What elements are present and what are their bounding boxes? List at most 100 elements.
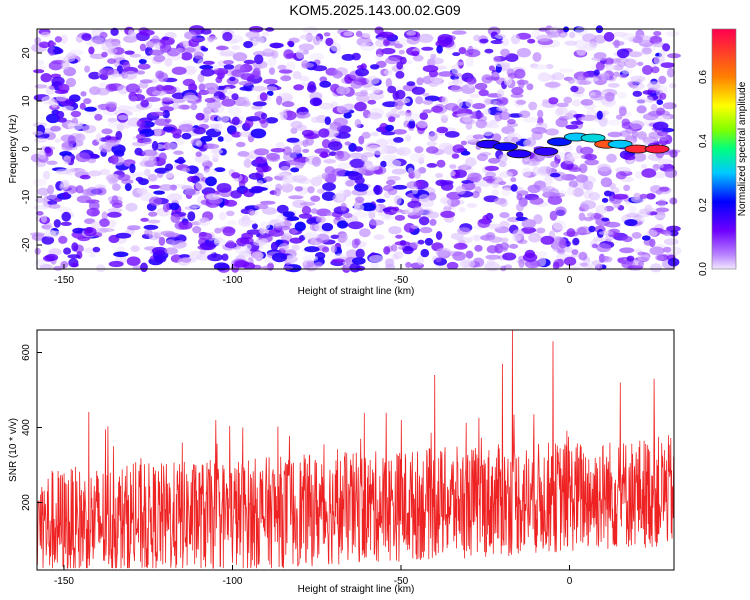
heatmap-noise-cell [437,33,453,44]
heatmap-noise-cell [600,72,610,81]
spectrogram-heatmap [30,25,682,273]
heatmap-noise-cell [151,35,160,45]
heatmap-noise-cell [140,217,149,222]
heatmap-noise-cell [367,144,380,151]
heatmap-noise-cell [47,230,64,238]
heatmap-noise-cell [603,190,612,197]
heatmap-noise-cell [211,154,220,160]
heatmap-noise-cell [655,254,665,261]
heatmap-noise-cell [499,212,510,219]
heatmap-noise-cell [251,185,264,192]
snr-series-line [37,330,674,569]
heatmap-noise-cell [623,58,637,69]
heatmap-noise-cell [665,31,680,37]
heatmap-noise-cell [278,69,293,74]
heatmap-signal-feature [580,133,606,143]
heatmap-noise-cell [656,99,664,105]
heatmap-noise-cell [428,57,444,65]
heatmap-noise-cell [67,135,76,145]
heatmap-noise-cell [588,192,601,201]
heatmap-noise-cell [455,185,466,195]
heatmap-noise-cell [465,98,474,108]
heatmap-noise-cell [235,141,246,148]
heatmap-noise-cell [510,93,524,98]
colorbar-label: Normalized spectral amplitude [737,81,748,216]
heatmap-noise-cell [465,250,474,259]
heatmap-noise-cell [532,52,542,62]
heatmap-noise-cell [336,162,352,169]
heatmap-noise-cell [95,133,102,143]
heatmap-signal-feature [547,137,572,147]
heatmap-noise-cell [255,156,267,164]
heatmap-noise-cell [124,183,132,192]
heatmap-noise-cell [518,258,525,268]
heatmap-noise-cell [61,60,70,70]
heatmap-noise-cell [650,103,658,112]
heatmap-noise-cell [129,163,136,174]
heatmap-noise-cell [653,172,666,179]
heatmap-noise-cell [180,256,192,263]
heatmap-noise-cell [585,76,599,83]
heatmap-noise-cell [34,37,42,45]
heatmap-noise-cell [440,197,448,204]
heatmap-noise-cell [632,90,643,97]
heatmap-noise-cell [558,68,575,73]
heatmap-noise-cell [571,249,579,255]
heatmap-noise-cell [261,31,270,37]
heatmap-noise-cell [162,202,170,213]
heatmap-noise-cell [343,112,352,119]
heatmap-noise-cell [441,96,448,105]
heatmap-noise-cell [430,53,437,59]
heatmap-noise-cell [307,186,315,194]
heatmap-noise-cell [83,227,97,237]
heatmap-noise-cell [278,243,289,251]
heatmap-noise-cell [299,106,308,113]
snr-x-ticks: -150 -100 -50 0 [54,565,573,587]
colorbar-tick-label: 0.4 [698,134,709,148]
heatmap-noise-cell [195,151,202,157]
heatmap-noise-cell [436,126,449,134]
heatmap-noise-cell [44,147,54,157]
x-tick-label: -50 [394,275,409,286]
heatmap-noise-cell [577,75,584,85]
heatmap-noise-cell [564,40,578,46]
heatmap-noise-cell [181,167,191,173]
heatmap-noise-cell [151,246,168,255]
heatmap-noise-cell [61,142,74,152]
heatmap-noise-cell [556,249,566,255]
heatmap-noise-cell [222,31,233,42]
heatmap-noise-cell [444,131,460,138]
heatmap-noise-cell [367,99,377,105]
heatmap-noise-cell [580,200,597,210]
heatmap-noise-cell [593,69,600,76]
heatmap-noise-cell [312,65,328,72]
heatmap-noise-cell [141,149,158,157]
heatmap-noise-cell [516,193,523,201]
heatmap-noise-cell [242,219,257,225]
heatmap-noise-cell [99,67,115,76]
heatmap-noise-cell [190,103,198,111]
heatmap-noise-cell [241,100,251,107]
heatmap-noise-cell [290,120,303,129]
heatmap-noise-cell [518,110,531,118]
heatmap-noise-cell [92,246,101,253]
heatmap-noise-cell [501,38,510,47]
heatmap-noise-cell [558,239,567,249]
heatmap-noise-cell [275,142,285,150]
heatmap-noise-cell [203,82,219,90]
heatmap-noise-cell [280,112,288,121]
heatmap-noise-cell [595,263,603,270]
heatmap-noise-cell [246,229,263,235]
heatmap-noise-cell [417,239,425,245]
heatmap-noise-cell [271,252,288,263]
heatmap-noise-cell [642,113,659,121]
heatmap-noise-cell [34,247,41,255]
heatmap-noise-cell [336,189,346,200]
heatmap-noise-cell [356,94,370,103]
heatmap-noise-cell [239,86,251,91]
heatmap-noise-cell [402,246,414,255]
heatmap-noise-cell [401,97,411,104]
heatmap-noise-cell [659,49,666,59]
x-tick-label: -100 [222,275,242,286]
